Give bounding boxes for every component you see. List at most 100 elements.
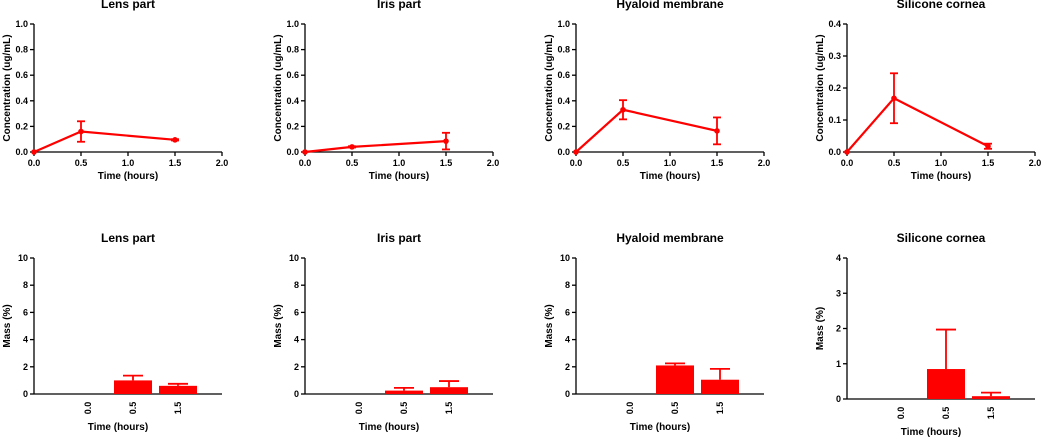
bar [430, 387, 468, 394]
bar [701, 379, 739, 394]
x-tick-label: 0.0 [625, 402, 635, 415]
data-point [844, 149, 850, 155]
x-axis-label: Time (hours) [911, 171, 971, 182]
x-axis-label: Time (hours) [640, 171, 700, 182]
y-tick-label: 0.4 [557, 96, 570, 106]
y-tick-label: 4 [294, 335, 299, 345]
bar [114, 380, 152, 394]
chart-panel-4: Silicone cornea Concentration (ug/mL) 0.0 0… [815, 0, 1041, 182]
chart-title: Hyaloid membrane [616, 0, 724, 11]
y-tick-label: 0 [294, 389, 299, 399]
y-tick-label: 0.4 [15, 96, 28, 106]
x-tick-label: 2.0 [1029, 158, 1042, 168]
y-tick-label: 2 [294, 362, 299, 372]
x-tick-label: 2.0 [487, 158, 500, 168]
x-tick-label: 1.0 [122, 158, 135, 168]
y-axis-label: Concentration (ug/mL) [544, 34, 555, 141]
y-tick-label: 0.6 [557, 70, 570, 80]
y-tick-label: 0.2 [557, 121, 570, 131]
y-axis-label: Concentration (ug/mL) [815, 34, 826, 141]
data-point [31, 149, 37, 155]
y-tick-label: 0.6 [286, 70, 299, 80]
x-tick-label: 1.0 [664, 158, 677, 168]
x-tick-label: 0.0 [896, 407, 906, 420]
x-tick-label: 1.5 [715, 402, 725, 415]
y-tick-label: 2 [836, 324, 841, 334]
chart-title: Lens part [101, 231, 155, 245]
y-tick-label: 0.2 [828, 83, 841, 93]
data-point [78, 128, 84, 135]
y-tick-label: 10 [289, 253, 299, 263]
y-tick-label: 8 [23, 280, 28, 290]
y-tick-label: 6 [294, 307, 299, 317]
x-axis-label: Time (hours) [369, 171, 429, 182]
y-tick-label: 1.0 [557, 19, 570, 29]
x-tick-label: 0.0 [841, 158, 854, 168]
x-tick-label: 0.0 [570, 158, 583, 168]
x-tick-label: 2.0 [758, 158, 771, 168]
data-point [714, 128, 720, 134]
x-tick-label: 1.5 [169, 158, 182, 168]
x-tick-label: 0.0 [28, 158, 41, 168]
x-tick-label: 0.0 [83, 402, 93, 415]
y-tick-label: 6 [565, 307, 570, 317]
data-point [891, 95, 897, 102]
y-tick-label: 2 [565, 362, 570, 372]
x-axis-label: Time (hours) [901, 427, 961, 438]
y-tick-label: 4 [565, 335, 570, 345]
chart-panel-8: Silicone cornea Mass (%) 0 1 2 3 4 0.0 0.5 1.5 Tim… [815, 231, 1035, 438]
chart-title: Silicone cornea [897, 231, 986, 245]
series-line [304, 140, 447, 154]
x-tick-label: 1.5 [986, 407, 996, 420]
y-tick-label: 0.3 [828, 51, 841, 61]
y-axis-label: Concentration (ug/mL) [2, 34, 13, 141]
y-axis-label: Mass (%) [2, 304, 13, 347]
x-tick-label: 1.5 [444, 402, 454, 415]
x-tick-label: 1.5 [440, 158, 453, 168]
data-point [443, 138, 449, 144]
y-tick-label: 0.4 [828, 19, 841, 29]
x-tick-label: 1.5 [173, 402, 183, 415]
x-tick-label: 1.0 [393, 158, 406, 168]
y-tick-label: 0.8 [286, 45, 299, 55]
bar [656, 365, 694, 394]
bar [972, 396, 1010, 399]
y-tick-label: 3 [836, 288, 841, 298]
x-axis-label: Time (hours) [88, 422, 148, 433]
data-point [349, 144, 355, 150]
y-tick-label: 0.0 [286, 147, 299, 157]
data-point [985, 143, 991, 150]
y-tick-label: 0.0 [557, 147, 570, 157]
x-tick-label: 0.5 [128, 402, 138, 415]
y-tick-label: 0.8 [15, 45, 28, 55]
x-tick-label: 1.5 [711, 158, 724, 168]
y-tick-label: 8 [294, 280, 299, 290]
chart-title: Silicone cornea [897, 0, 986, 11]
chart-panel-6: Iris part Mass (%) 0 2 4 6 8 10 0.0 0.5 1.5 Time (h… [273, 231, 493, 433]
y-tick-label: 0.2 [15, 121, 28, 131]
y-tick-label: 10 [560, 253, 570, 263]
y-tick-label: 0 [565, 389, 570, 399]
y-tick-label: 0.2 [286, 121, 299, 131]
y-tick-label: 0.1 [828, 115, 841, 125]
bar [159, 385, 197, 394]
x-axis-label: Time (hours) [630, 422, 690, 433]
chart-title: Iris part [377, 231, 421, 245]
y-axis-label: Mass (%) [273, 304, 284, 347]
y-tick-label: 0.0 [15, 147, 28, 157]
bar [927, 369, 965, 399]
y-tick-label: 0.6 [15, 70, 28, 80]
x-tick-label: 0.5 [888, 158, 901, 168]
chart-title: Lens part [101, 0, 155, 11]
y-axis-label: Mass (%) [815, 307, 826, 350]
y-tick-label: 1.0 [15, 19, 28, 29]
y-axis-label: Concentration (ug/mL) [273, 34, 284, 141]
data-point [302, 149, 308, 155]
chart-panel-5: Lens part Mass (%) 0 2 4 6 8 10 0.0 0.5 1.5 Time (h… [2, 231, 222, 433]
x-tick-label: 0.0 [354, 402, 364, 415]
x-tick-label: 0.5 [670, 402, 680, 415]
x-tick-label: 1.5 [982, 158, 995, 168]
